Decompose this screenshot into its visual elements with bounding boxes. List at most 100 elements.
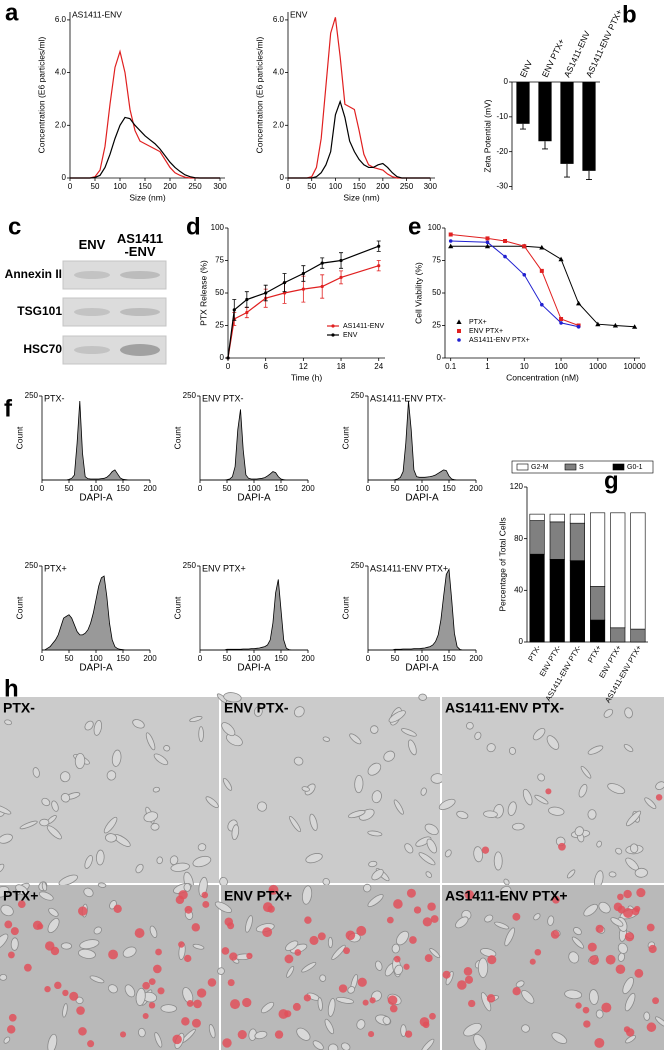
red-nucleus bbox=[278, 1009, 289, 1019]
bar-segment bbox=[569, 513, 585, 524]
marker bbox=[612, 322, 618, 328]
x-tick-label: 100 bbox=[247, 484, 261, 493]
marker bbox=[485, 240, 490, 245]
y-axis-label: Count bbox=[340, 426, 350, 449]
cell bbox=[15, 884, 29, 896]
cell bbox=[59, 771, 71, 783]
red-nucleus bbox=[617, 893, 624, 901]
red-nucleus bbox=[551, 895, 560, 904]
red-nucleus bbox=[108, 949, 119, 960]
cell bbox=[391, 943, 400, 954]
red-nucleus bbox=[184, 905, 193, 914]
cell bbox=[371, 868, 384, 881]
cell bbox=[494, 921, 510, 930]
x-tick-label: 100 bbox=[415, 484, 429, 493]
marker bbox=[245, 310, 249, 315]
x-tick-label: 200 bbox=[143, 484, 157, 493]
x-tick-label: 50 bbox=[65, 484, 74, 493]
cell bbox=[388, 710, 406, 723]
cell bbox=[214, 901, 232, 913]
panel-letter: h bbox=[4, 675, 19, 702]
blot-band bbox=[74, 346, 110, 354]
bar-segment bbox=[610, 512, 626, 629]
cell bbox=[477, 957, 489, 978]
cell bbox=[534, 794, 549, 805]
legend-label: ENV PTX+ bbox=[469, 328, 503, 335]
x-axis-label: Concentration (nM) bbox=[506, 372, 579, 382]
red-nucleus bbox=[4, 920, 13, 929]
error-bar bbox=[520, 123, 526, 130]
red-nucleus bbox=[54, 981, 62, 990]
marker bbox=[232, 308, 236, 312]
cell bbox=[537, 773, 546, 782]
red-nucleus bbox=[227, 979, 235, 987]
panel-letter: f bbox=[4, 395, 13, 422]
cell bbox=[367, 894, 384, 908]
y-tick-label: 80 bbox=[514, 534, 523, 543]
micrograph-label: AS1411-ENV PTX- bbox=[445, 700, 564, 716]
cell bbox=[504, 927, 515, 947]
micrograph-label: ENV PTX- bbox=[224, 700, 289, 716]
cell bbox=[444, 849, 452, 858]
cell bbox=[347, 986, 356, 994]
cell bbox=[48, 907, 59, 917]
cell bbox=[183, 882, 191, 892]
cell bbox=[324, 1018, 335, 1035]
cell bbox=[371, 790, 382, 804]
cell bbox=[152, 786, 160, 793]
red-nucleus bbox=[613, 902, 623, 912]
cell bbox=[160, 1004, 177, 1013]
cell bbox=[221, 722, 236, 737]
bar-segment bbox=[610, 627, 626, 643]
red-nucleus bbox=[178, 941, 185, 948]
red-nucleus bbox=[338, 984, 348, 993]
x-tick-label: 18 bbox=[337, 362, 346, 371]
cell bbox=[429, 948, 441, 959]
cell bbox=[198, 726, 204, 743]
red-nucleus bbox=[8, 1013, 17, 1022]
cell bbox=[245, 915, 253, 933]
cell bbox=[0, 904, 14, 917]
red-nucleus bbox=[148, 1002, 156, 1009]
x-tick-label: 200 bbox=[301, 484, 315, 493]
y-tick-label: 100 bbox=[211, 223, 225, 232]
bar-segment bbox=[549, 521, 565, 560]
blot-row-label: TSG101 bbox=[17, 304, 62, 318]
cell bbox=[289, 815, 301, 833]
cell bbox=[507, 801, 517, 816]
panel-letter: e bbox=[408, 213, 421, 240]
red-nucleus bbox=[303, 994, 312, 1002]
legend-swatch bbox=[564, 463, 577, 471]
cell bbox=[0, 886, 10, 898]
red-nucleus bbox=[221, 947, 230, 955]
marker bbox=[540, 302, 544, 307]
x-tick-label: 100 bbox=[554, 362, 568, 371]
cell bbox=[154, 1032, 163, 1048]
bar-segment bbox=[630, 628, 646, 643]
cell bbox=[573, 927, 582, 936]
legend-box bbox=[511, 460, 654, 474]
red-nucleus bbox=[148, 978, 156, 985]
cell bbox=[107, 984, 118, 994]
marker bbox=[576, 300, 582, 306]
bar bbox=[538, 82, 552, 142]
legend-label: G0-1 bbox=[627, 464, 643, 471]
error-bar bbox=[564, 163, 570, 178]
red-nucleus bbox=[464, 975, 474, 984]
cell bbox=[480, 948, 497, 958]
cell bbox=[571, 936, 585, 949]
cell bbox=[608, 871, 617, 878]
red-nucleus bbox=[142, 1013, 149, 1020]
cell bbox=[0, 863, 5, 873]
micrograph bbox=[0, 697, 219, 883]
cell bbox=[222, 777, 233, 791]
cell bbox=[0, 804, 12, 815]
cell bbox=[231, 824, 240, 841]
y-tick-label: 100 bbox=[428, 223, 442, 232]
red-nucleus bbox=[487, 955, 497, 965]
cell bbox=[415, 836, 432, 847]
x-axis-label: DAPI-A bbox=[79, 663, 113, 674]
red-nucleus bbox=[457, 980, 467, 990]
red-nucleus bbox=[422, 917, 432, 927]
marker bbox=[264, 291, 268, 295]
